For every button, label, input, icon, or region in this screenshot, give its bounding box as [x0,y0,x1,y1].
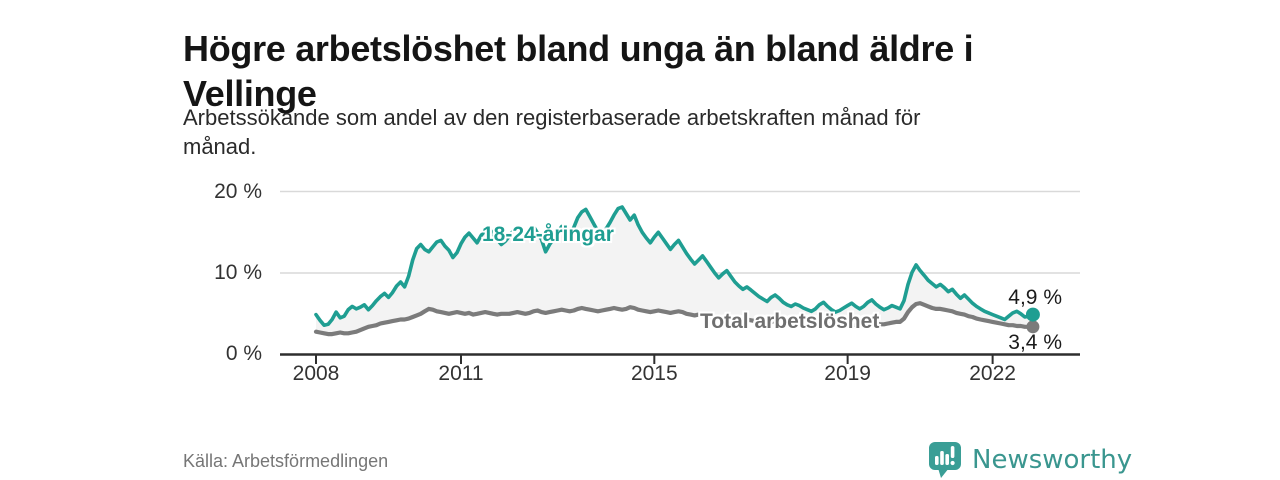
title-line-2: Vellinge [183,73,317,115]
title-line-1: Högre arbetslöshet bland unga än bland ä… [183,28,974,70]
x-axis-label-2011: 2011 [438,362,484,385]
series-label-18-24-aringar: 18-24-åringar [482,223,614,246]
end-value-young: 4,9 % [1008,286,1062,309]
x-ticks [315,355,994,364]
end-dot-young [1025,307,1040,322]
source-note: Källa: Arbetsförmedlingen [183,451,389,471]
page-title: Högre arbetslöshet bland unga än bland ä… [183,26,1183,116]
x-axis-label-2019: 2019 [824,362,871,385]
y-axis-label-10: 10 % [214,261,262,284]
end-dot-total [1026,320,1040,334]
newsworthy-bubble-chart-icon [929,442,961,478]
newsworthy-logo-link[interactable]: Newsworthy [928,440,1132,480]
x-axis-label-2015: 2015 [630,362,678,385]
chart-subtitle: Arbetssökande som andel av den registerb… [183,103,1123,161]
y-axis-label-0: 0 % [225,342,262,365]
end-value-total: 3,4 % [1008,331,1062,354]
line-total-arbetsloshet [313,301,1036,337]
line-18-24-aringar [314,205,1035,328]
series-label-total-arbetsloshet: Total arbetslöshet [700,310,880,333]
newsworthy-brand-text: Newsworthy [972,445,1133,475]
area-between-series [316,207,1033,335]
y-axis-label-20: 20 % [214,180,262,203]
subtitle-line-2: månad. [183,134,257,159]
x-axis-label-2008: 2008 [292,362,340,385]
x-axis-label-2022: 2022 [969,362,1016,385]
subtitle-line-1: Arbetssökande som andel av den registerb… [183,105,921,130]
